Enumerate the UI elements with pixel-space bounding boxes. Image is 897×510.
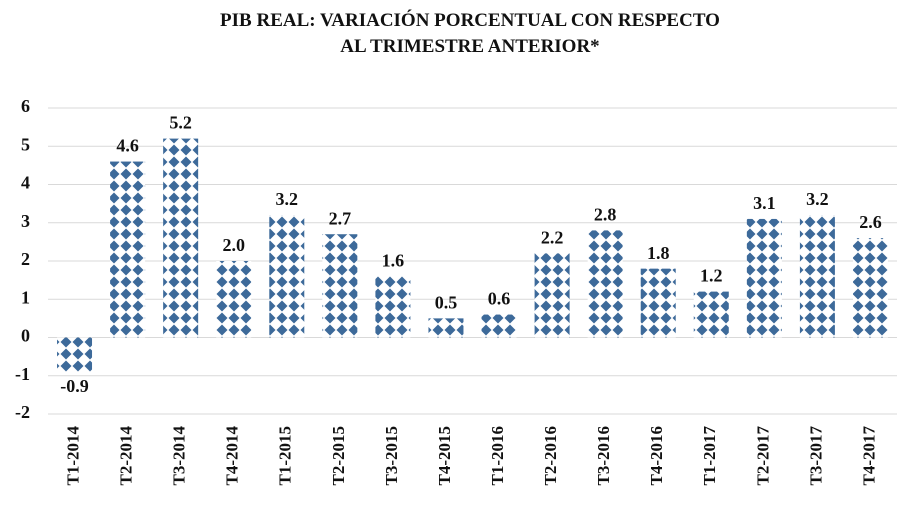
bar	[163, 138, 199, 338]
bar	[375, 276, 411, 338]
bar	[640, 268, 676, 338]
x-tick-label: T1-2016	[488, 426, 507, 486]
x-tick-label: T3-2017	[806, 426, 825, 486]
data-label: -0.9	[60, 376, 89, 396]
bar	[852, 238, 888, 338]
bar	[481, 314, 517, 338]
x-tick-label: T1-2017	[700, 426, 719, 486]
data-label: 1.2	[700, 266, 723, 286]
bar	[110, 161, 146, 338]
data-label: 0.5	[435, 293, 458, 313]
y-tick-label: -1	[15, 364, 30, 384]
y-tick-label: 4	[21, 173, 30, 193]
x-tick-label: T3-2016	[594, 426, 613, 486]
bar	[587, 230, 623, 338]
data-label: 2.2	[541, 227, 564, 247]
data-label: 3.2	[806, 189, 829, 209]
x-tick-label: T4-2015	[435, 426, 454, 486]
chart-title: PIB REAL: VARIACIÓN PORCENTUAL CON RESPE…	[220, 10, 720, 57]
x-tick-label: T2-2015	[329, 426, 348, 486]
y-tick-label: 0	[21, 326, 30, 346]
y-tick-label: 3	[21, 211, 30, 231]
data-label: 1.8	[647, 243, 670, 263]
x-tick-label: T1-2014	[63, 426, 82, 486]
bar	[746, 218, 782, 338]
x-tick-label: T1-2015	[276, 426, 295, 486]
bar	[322, 234, 358, 338]
x-tick-label: T2-2017	[753, 426, 772, 486]
y-tick-label: 2	[21, 249, 30, 269]
x-tick-label: T4-2017	[859, 426, 878, 486]
data-label: 2.7	[329, 208, 352, 228]
bar	[693, 291, 729, 338]
data-label: 1.6	[382, 250, 405, 270]
bar	[216, 261, 252, 338]
y-tick-label: 1	[21, 287, 30, 307]
x-tick-label: T3-2014	[170, 426, 189, 486]
data-label: 0.6	[488, 289, 511, 309]
x-tick-label: T4-2014	[223, 426, 242, 486]
data-label: 2.6	[859, 212, 882, 232]
bar	[534, 253, 570, 338]
data-label: 5.2	[169, 113, 192, 133]
data-label: 2.0	[222, 235, 245, 255]
bar	[428, 318, 464, 338]
bar	[269, 215, 305, 338]
bar	[799, 215, 835, 338]
data-label: 2.8	[594, 205, 617, 225]
data-label: 3.1	[753, 193, 776, 213]
bar	[57, 337, 93, 372]
y-tick-label: 5	[21, 134, 30, 154]
data-label: 4.6	[116, 136, 139, 156]
x-tick-label: T2-2016	[541, 426, 560, 486]
y-tick-label: -2	[15, 402, 30, 422]
x-tick-label: T3-2015	[382, 426, 401, 486]
x-tick-label: T2-2014	[117, 426, 136, 486]
y-tick-label: 6	[21, 96, 30, 116]
x-tick-label: T4-2016	[647, 426, 666, 486]
data-label: 3.2	[276, 189, 299, 209]
